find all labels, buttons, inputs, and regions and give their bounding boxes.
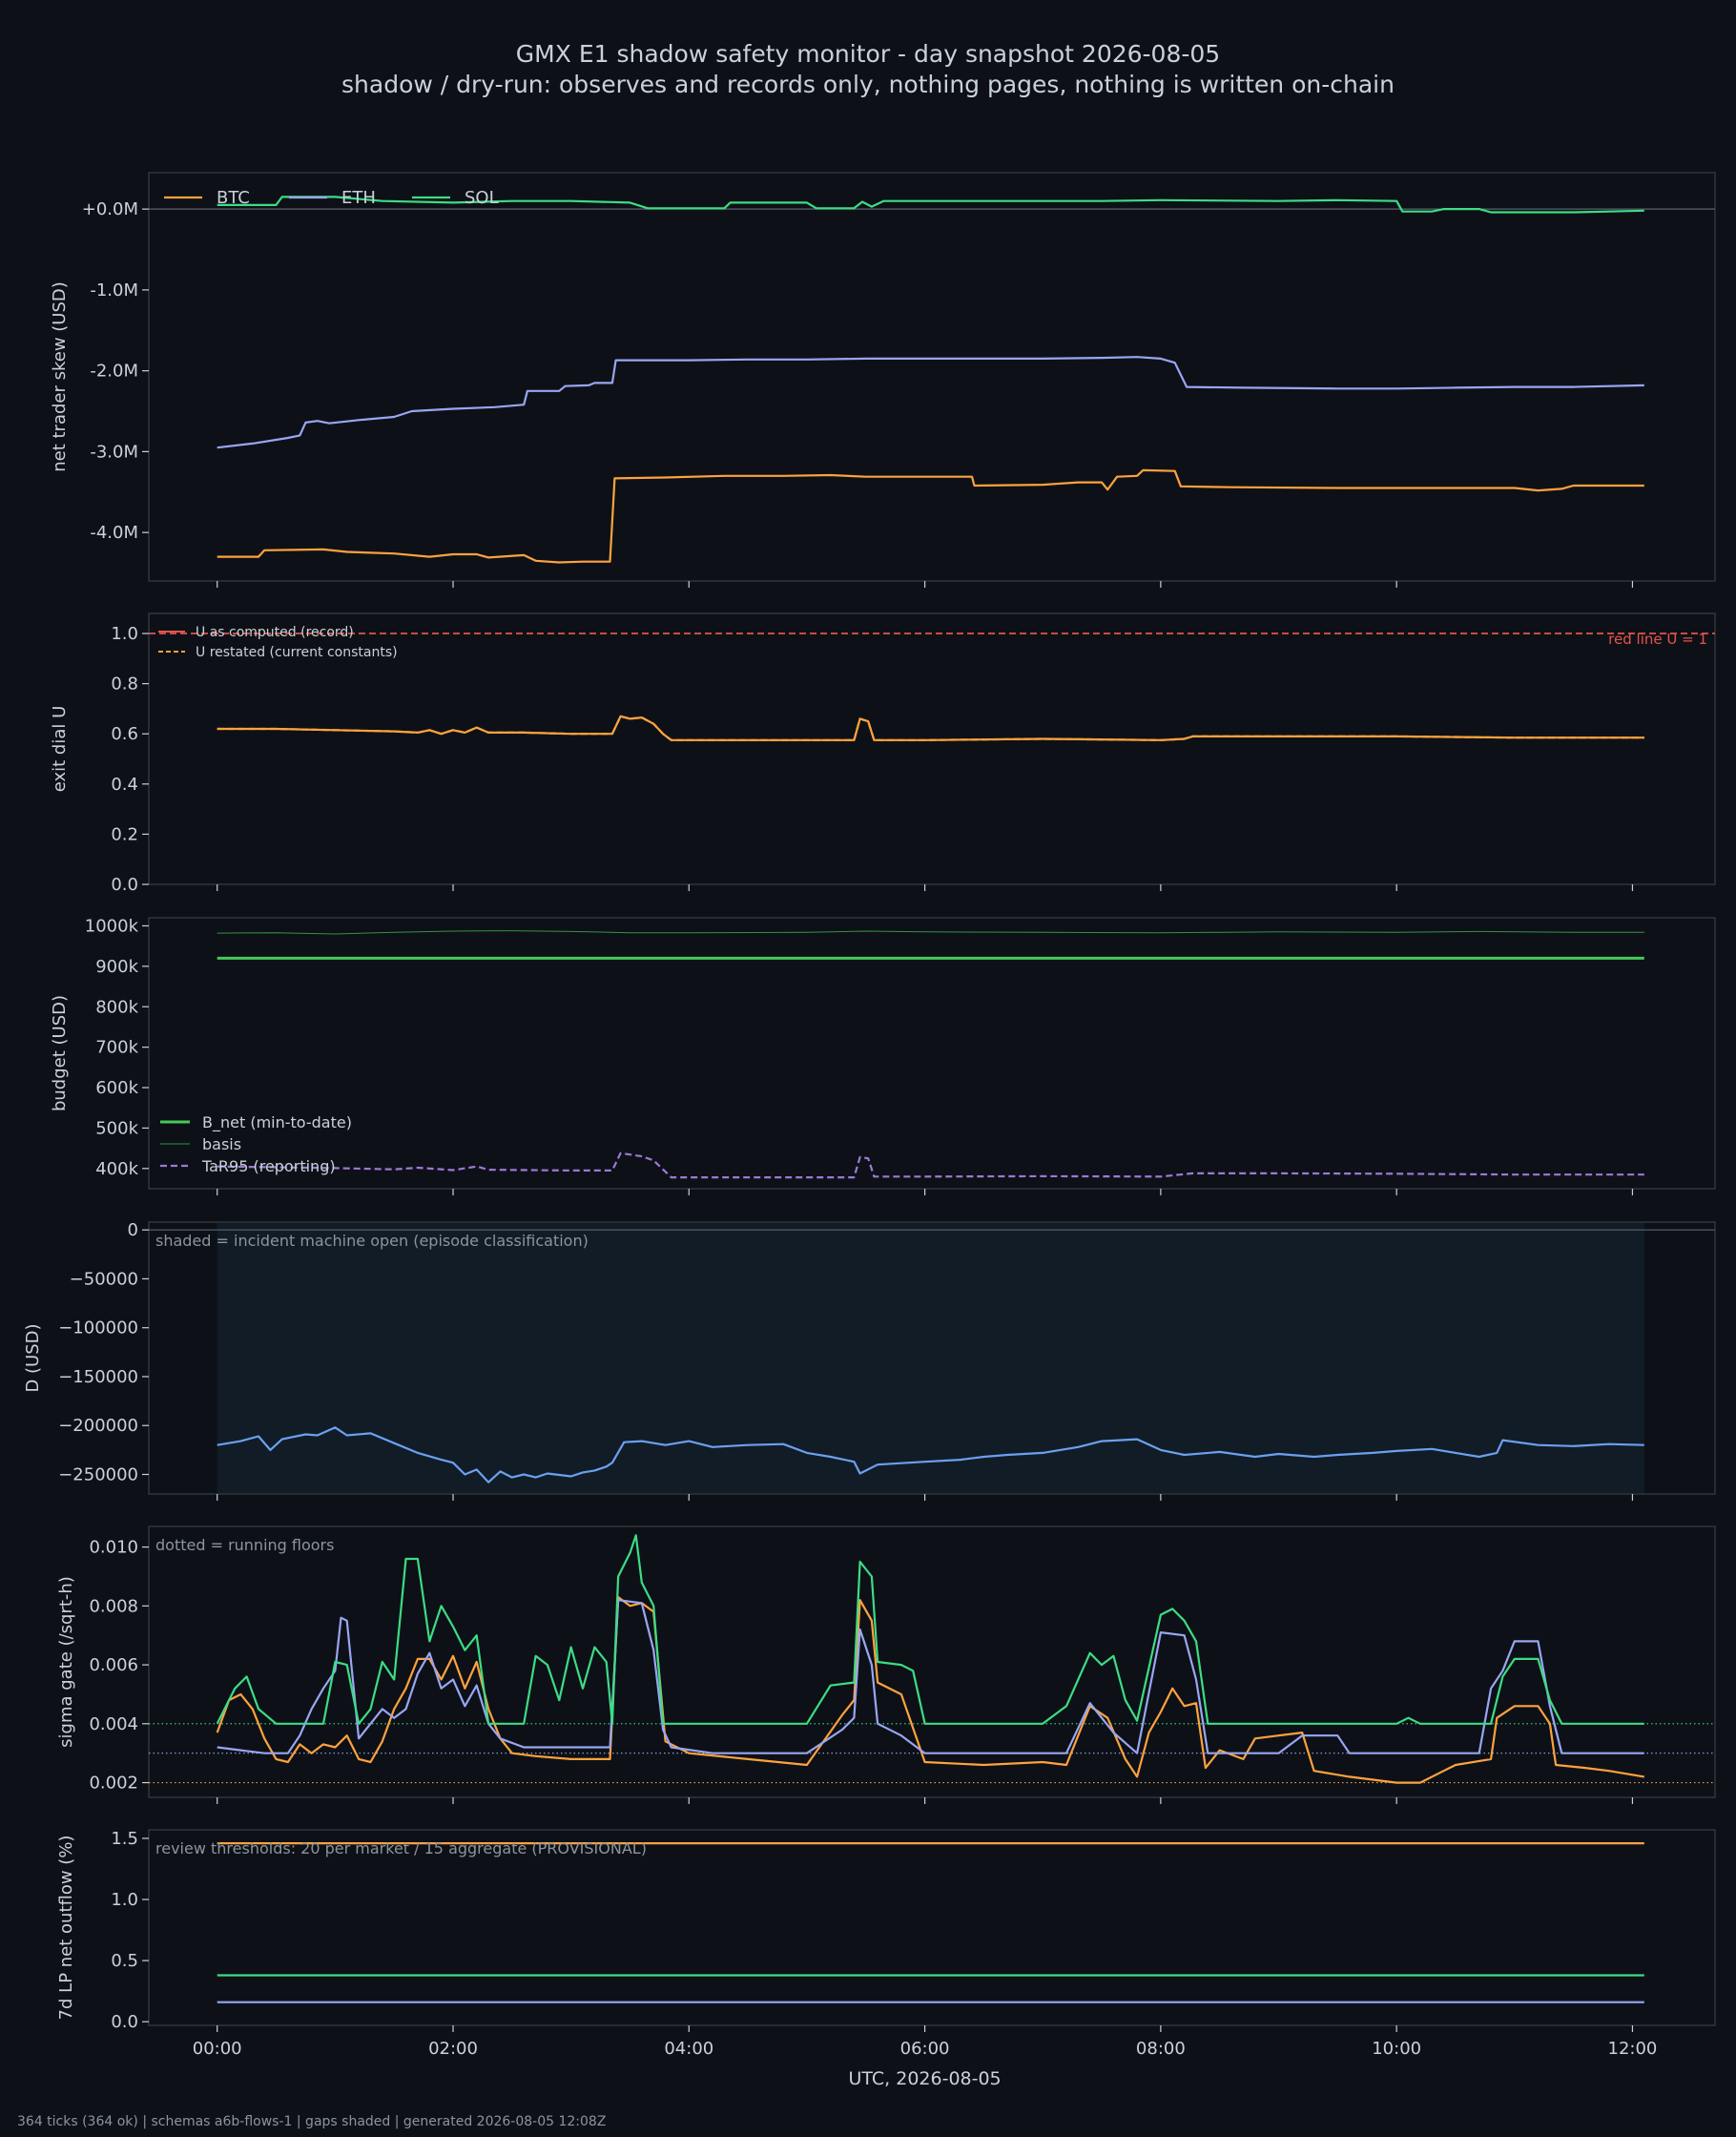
panel-frame [148, 172, 1716, 582]
status-footer: 364 ticks (364 ok) | schemas a6b-flows-1… [17, 2114, 607, 2129]
y-axis-label: 7d LP net outflow (%) [56, 1836, 76, 2021]
red-line-annotation: red line U = 1 [1608, 631, 1707, 648]
series-line-sol [216, 1534, 1644, 1725]
series-line-tar95 [217, 1151, 1644, 1179]
y-tick-label: −250000 [58, 1464, 138, 1484]
x-tick-label: 10:00 [1372, 2039, 1421, 2059]
panel-frame [148, 1829, 1716, 2026]
x-tick-label: 12:00 [1608, 2039, 1658, 2059]
y-tick-label: 600k [95, 1078, 138, 1098]
y-tick-label: 0.8 [111, 674, 138, 695]
y-tick-label: 400k [95, 1159, 138, 1179]
y-tick-label: 500k [95, 1118, 138, 1138]
y-tick-label: 0.4 [111, 775, 138, 795]
panel-annotation: shaded = incident machine open (episode … [155, 1232, 589, 1250]
series-line-btc [217, 468, 1644, 564]
y-axis-label: D (USD) [23, 1323, 43, 1392]
y-tick-label: 0.010 [89, 1538, 138, 1558]
chart-subtitle: shadow / dry-run: observes and records o… [341, 71, 1395, 98]
legend-label: TaR95 (reporting) [201, 1157, 336, 1175]
y-tick-label: -3.0M [90, 442, 138, 462]
chart-title: GMX E1 shadow safety monitor - day snaps… [515, 40, 1221, 68]
y-tick-label: 0.006 [89, 1655, 138, 1675]
series-line-u [217, 715, 1644, 741]
panel-annotation: review thresholds: 20 per market / 15 ag… [155, 1839, 647, 1857]
y-tick-label: 1.0 [111, 624, 138, 644]
y-tick-label: 0.004 [89, 1714, 138, 1734]
x-tick-label: 08:00 [1136, 2039, 1186, 2059]
y-tick-label: −200000 [58, 1416, 138, 1436]
panel-budget: 400k 500k 600k 700k 800k 900k 1000k budget (USD… [50, 916, 1716, 1195]
legend-label: U restated (current constants) [196, 645, 398, 660]
legend-label: BTC [217, 188, 250, 208]
panel-annotation: dotted = running floors [155, 1536, 334, 1554]
y-tick-label: −50000 [70, 1269, 138, 1289]
y-tick-label: 700k [95, 1038, 138, 1058]
y-tick-label: 0.0 [111, 2012, 138, 2032]
series-line-basis [217, 930, 1644, 935]
y-tick-label: +0.0M [82, 199, 138, 219]
series-line-d [217, 1426, 1644, 1483]
panel-sigma: 0.002 0.004 0.006 0.008 0.010 sigma gate (/sq… [56, 1525, 1716, 1804]
panel-frame [148, 917, 1716, 1190]
panel-outflow: 0.0 0.5 1.0 1.5 7d LP net outflow (%) review … [56, 1829, 1716, 2032]
panel-frame [148, 1525, 1716, 1798]
y-tick-label: 1.5 [111, 1829, 138, 1849]
panel-exit: 0.0 0.2 0.4 0.6 0.8 1.0 exit dial U red line U … [50, 612, 1716, 895]
y-axis-label: net trader skew (USD) [50, 281, 70, 472]
y-axis-label: exit dial U [50, 706, 70, 793]
legend-label: ETH [341, 188, 376, 208]
y-tick-label: 0.0 [111, 875, 138, 895]
y-tick-label: 0.5 [111, 1951, 138, 1971]
series-line-sol [217, 196, 1644, 214]
x-tick-label: 00:00 [193, 2039, 242, 2059]
y-tick-label: 0.6 [111, 724, 138, 744]
y-tick-label: −150000 [58, 1367, 138, 1387]
y-tick-label: 1.0 [111, 1890, 138, 1910]
panel-frame [148, 612, 1716, 885]
series-line-btc [216, 1596, 1644, 1784]
legend-label: SOL [465, 188, 499, 208]
y-tick-label: 0 [128, 1220, 138, 1240]
y-tick-label: 0.2 [111, 824, 138, 844]
panel-deficit: 0 −50000 −100000 −150000 −200000 −250000 D (US… [23, 1220, 1716, 1501]
panel-skew: +0.0M -1.0M -2.0M -3.0M -4.0M net trader skew… [50, 172, 1716, 588]
y-tick-label: 900k [95, 957, 138, 977]
x-tick-label: 06:00 [900, 2039, 950, 2059]
y-tick-label: -1.0M [90, 280, 138, 301]
series-line-eth [217, 1599, 1644, 1754]
y-tick-label: -4.0M [90, 523, 138, 543]
x-tick-label: 04:00 [664, 2039, 713, 2059]
x-axis-label: UTC, 2026-08-05 [848, 2068, 1001, 2089]
legend-label: U as computed (record) [196, 625, 354, 640]
legend-label: B_net (min-to-date) [202, 1113, 352, 1132]
legend-label: basis [202, 1135, 241, 1153]
y-axis-label: budget (USD) [50, 995, 70, 1111]
y-tick-label: 800k [95, 997, 138, 1017]
y-axis-label: sigma gate (/sqrt-h) [56, 1576, 76, 1748]
y-tick-label: 0.002 [89, 1774, 138, 1794]
series-line-eth [217, 356, 1644, 449]
incident-shade [217, 1223, 1644, 1493]
y-tick-label: −100000 [58, 1318, 138, 1338]
y-tick-label: 1000k [85, 916, 139, 936]
y-tick-label: 0.008 [89, 1596, 138, 1616]
y-tick-label: -2.0M [90, 362, 138, 382]
x-tick-label: 02:00 [428, 2039, 478, 2059]
